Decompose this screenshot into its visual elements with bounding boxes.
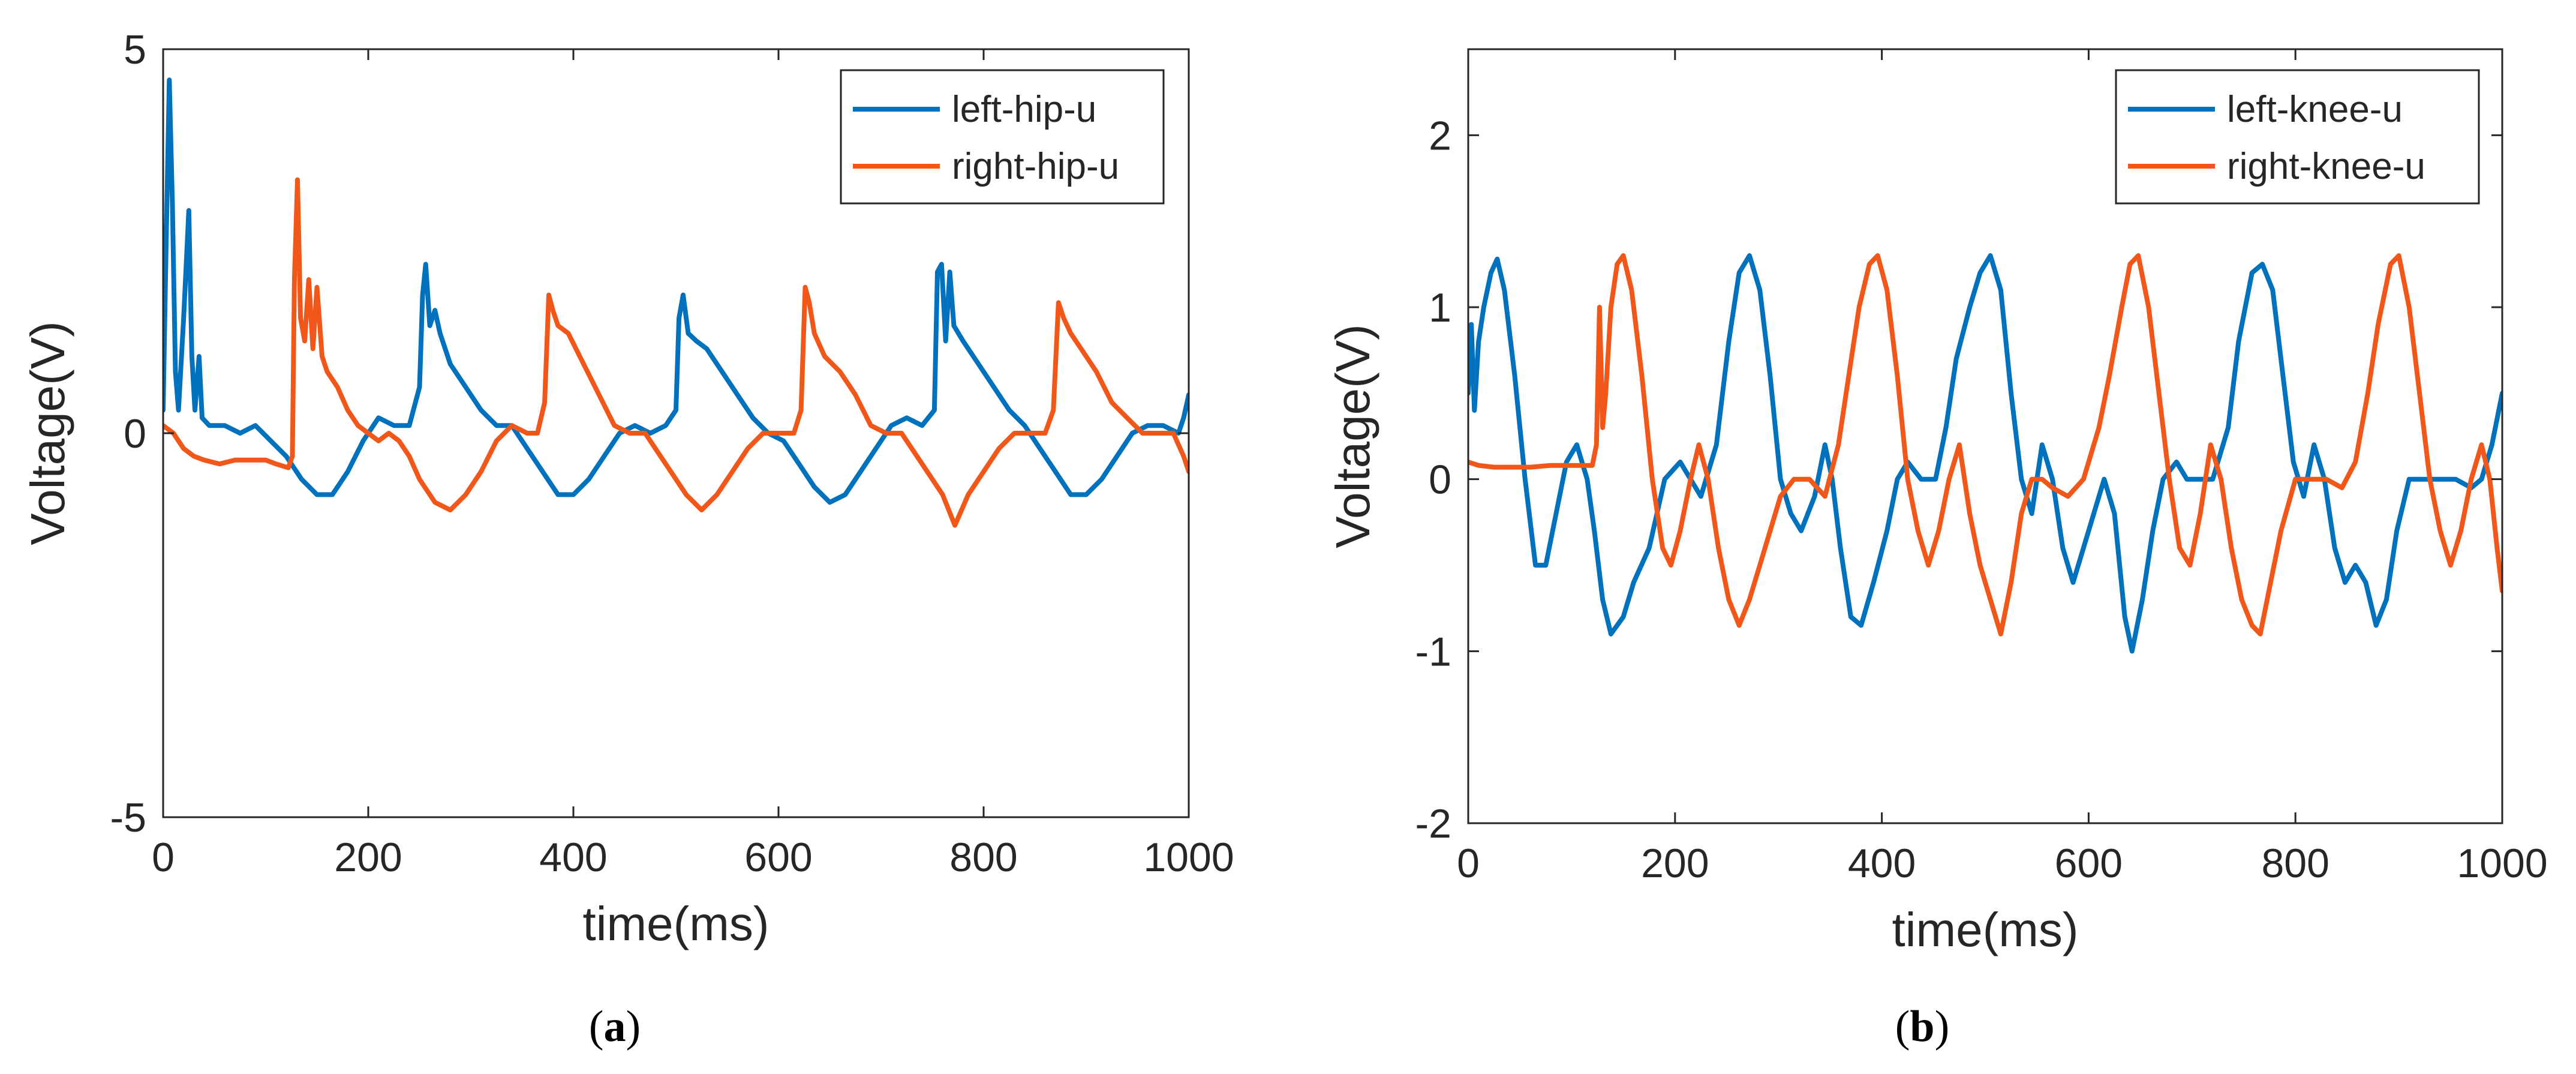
series-line-right-knee-u xyxy=(1468,253,2502,637)
x-tick-label: 600 xyxy=(744,835,812,880)
x-tick-label: 0 xyxy=(1457,841,1480,886)
series-line-right-hip-u xyxy=(163,177,1189,528)
x-tick-label: 600 xyxy=(2055,841,2123,886)
caption-b: (b) xyxy=(1895,1002,1949,1051)
series-line-left-knee-u xyxy=(1468,253,2502,654)
x-tick-label: 800 xyxy=(2261,841,2329,886)
series-line-left-hip-u xyxy=(163,77,1189,505)
y-tick-label: 0 xyxy=(124,411,146,457)
y-axis-label: Voltage(V) xyxy=(21,321,74,545)
x-tick-label: 1000 xyxy=(1143,835,1234,880)
legend: left-hip-u right-hip-u xyxy=(840,69,1165,205)
x-tick-label: 800 xyxy=(949,835,1017,880)
legend-label: right-hip-u xyxy=(952,146,1119,187)
x-tick-label: 0 xyxy=(152,835,175,880)
y-tick-label: 5 xyxy=(124,27,146,73)
x-tick-label: 400 xyxy=(539,835,607,880)
y-tick-label: -5 xyxy=(110,795,146,841)
legend-label: left-knee-u xyxy=(2227,89,2403,130)
legend-label: right-knee-u xyxy=(2227,146,2425,187)
x-tick-label: 200 xyxy=(1641,841,1709,886)
y-axis-label: Voltage(V) xyxy=(1326,324,1379,548)
x-tick-label: 200 xyxy=(334,835,402,880)
legend-box xyxy=(840,69,1165,205)
y-tick-label: 2 xyxy=(1429,113,1451,158)
panel-a-hip-chart: 0 200 400 600 800 1000-505time(ms)Voltage(V)l… xyxy=(21,27,1234,950)
caption-a: (a) xyxy=(589,1002,641,1051)
x-axis-label: time(ms) xyxy=(582,897,769,950)
y-tick-label: -2 xyxy=(1415,801,1451,847)
axes-box xyxy=(1467,48,2503,824)
legend-box xyxy=(2115,69,2480,205)
panel-b-knee-chart: 0 200 400 600 800 1000 -2 -1 0 1 2 time(ms) Voltage(… xyxy=(1326,48,2548,956)
y-tick-label: 0 xyxy=(1429,457,1451,503)
legend-label: left-hip-u xyxy=(952,89,1096,130)
x-tick-label: 1000 xyxy=(2457,841,2547,886)
x-tick-label: 400 xyxy=(1848,841,1916,886)
y-tick-label: 1 xyxy=(1429,285,1451,331)
legend: left-knee-u right-knee-u xyxy=(2115,69,2480,205)
y-tick-label: -1 xyxy=(1415,629,1451,674)
x-axis-label: time(ms) xyxy=(1892,903,2078,956)
